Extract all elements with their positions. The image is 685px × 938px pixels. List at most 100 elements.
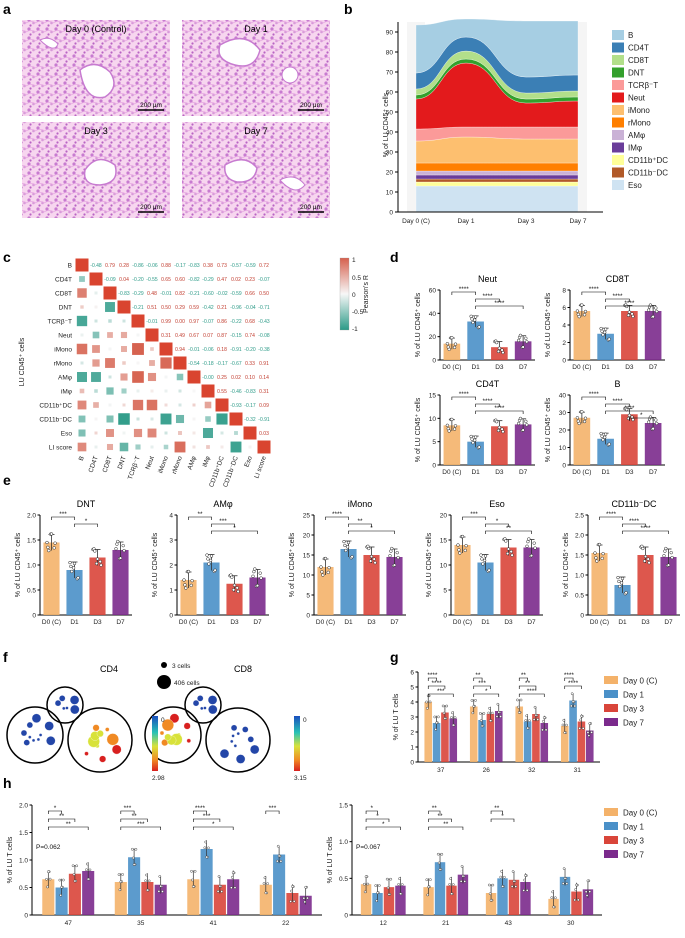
corr-square	[136, 333, 140, 337]
data-point	[654, 306, 658, 310]
sig-bracket	[365, 810, 378, 814]
corr-square	[105, 302, 115, 312]
corr-value: 0.18	[217, 347, 227, 353]
data-point	[186, 569, 191, 574]
bar	[477, 562, 494, 615]
data-point	[607, 442, 611, 446]
y-axis-label: % of LU T cells	[393, 693, 400, 740]
network-node	[46, 736, 56, 746]
corr-square	[150, 417, 154, 421]
bar	[571, 891, 582, 915]
data-point	[98, 559, 102, 564]
data-point	[646, 308, 651, 312]
legend-label: iMono	[628, 106, 650, 115]
corr-value: 0.65	[161, 277, 171, 283]
data-point	[344, 548, 348, 553]
data-point	[469, 434, 473, 439]
y-tick-label: 0	[32, 613, 36, 620]
matrix-col-label: CD8T	[101, 455, 113, 473]
data-point	[482, 558, 487, 563]
sig-bracket	[365, 826, 401, 830]
data-point	[263, 876, 267, 880]
data-point	[503, 875, 506, 879]
data-point	[447, 347, 451, 351]
legend-swatch	[604, 808, 618, 816]
corr-square	[178, 431, 182, 435]
bar	[486, 714, 495, 762]
data-point	[230, 875, 234, 879]
data-point	[320, 570, 324, 574]
x-tick-label: D7	[253, 619, 262, 626]
bar	[55, 887, 68, 915]
legend-swatch	[604, 690, 618, 698]
data-point	[367, 546, 371, 551]
data-point	[524, 874, 527, 877]
corr-square	[108, 319, 112, 323]
data-point	[579, 718, 582, 722]
data-point	[236, 589, 240, 594]
diag-cell	[145, 328, 159, 342]
sig-label: ***	[203, 813, 211, 820]
sig-bracket	[564, 677, 574, 681]
corr-value: -0.96	[230, 305, 242, 311]
data-point	[190, 869, 193, 873]
data-point	[577, 315, 581, 319]
bar	[573, 417, 591, 465]
data-point	[565, 723, 568, 727]
data-point	[570, 692, 574, 696]
y-tick-label: 0	[344, 913, 348, 920]
corr-square	[160, 413, 172, 425]
data-point	[75, 864, 78, 868]
data-point	[456, 543, 460, 547]
data-point	[651, 315, 655, 319]
corr-value: -0.15	[230, 333, 242, 339]
data-point	[450, 716, 453, 719]
corr-square	[234, 431, 238, 435]
sig-label: ****	[482, 398, 493, 405]
data-point	[69, 564, 73, 569]
network-node	[70, 704, 80, 715]
data-point	[399, 892, 402, 896]
corr-square	[150, 445, 154, 449]
cbar-title: Pearson's R	[363, 275, 370, 313]
cd8-network	[144, 686, 271, 773]
bar	[340, 549, 357, 615]
data-point	[85, 862, 89, 866]
data-point	[93, 549, 97, 553]
data-point	[264, 891, 268, 895]
bar	[569, 700, 577, 762]
corr-value: -0.07	[258, 277, 270, 283]
panel-b-y-label: % of LU CD45⁺ cells	[383, 92, 390, 157]
chart-title: CD11b⁻DC	[611, 499, 657, 509]
corr-square	[119, 442, 129, 452]
data-point	[627, 413, 632, 417]
data-point	[501, 430, 505, 434]
y-tick-label: 1.0	[575, 573, 584, 580]
scale-bar-day0: 200 μm	[140, 102, 162, 109]
matrix-row-label: LI score	[49, 445, 73, 452]
corr-value: -0.02	[216, 291, 228, 297]
data-point	[487, 568, 491, 572]
y-tick-label: 40	[559, 393, 567, 400]
network-node	[230, 739, 234, 744]
y-tick-label: 0	[24, 913, 28, 920]
legend-swatch	[612, 130, 624, 140]
y-tick-label: 0	[580, 613, 584, 620]
network-node	[26, 721, 33, 729]
data-point	[670, 555, 674, 560]
corr-value: -0.83	[188, 263, 200, 269]
sig-label: ****	[629, 518, 640, 525]
bar	[112, 550, 129, 615]
data-point	[252, 570, 256, 574]
y-axis-label: % of LU CD45⁺ cells	[545, 397, 552, 462]
data-point	[517, 711, 521, 714]
x-tick-label: D3	[495, 469, 504, 476]
data-point	[575, 883, 578, 887]
y-tick-label: 15	[429, 393, 437, 400]
data-point	[521, 345, 525, 349]
legend-swatch	[604, 836, 618, 844]
sig-label: **	[197, 511, 203, 518]
data-point	[121, 544, 125, 548]
network-node	[183, 722, 191, 730]
sig-bracket	[348, 523, 372, 527]
